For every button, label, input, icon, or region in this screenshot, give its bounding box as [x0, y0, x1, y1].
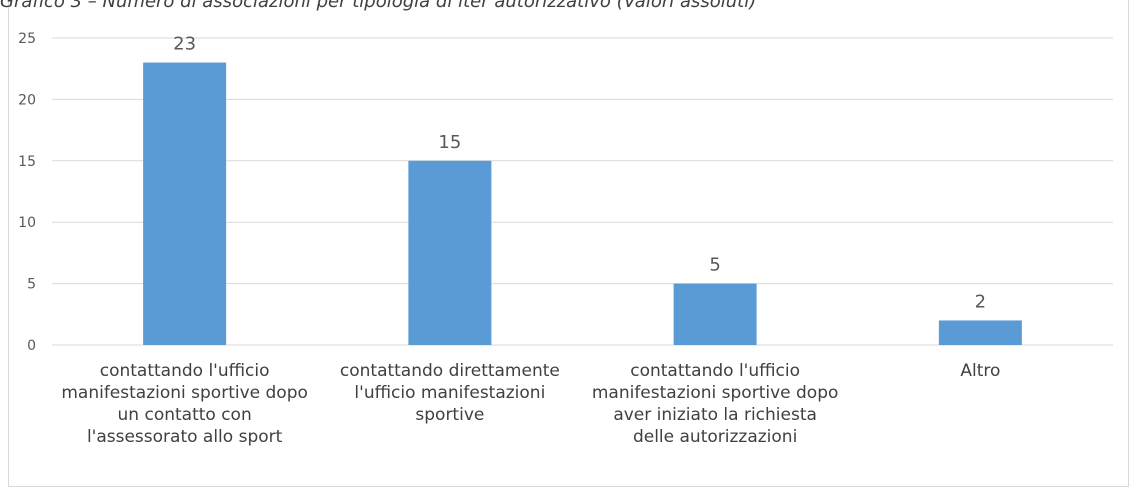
- bar: [143, 62, 227, 346]
- y-tick-label: 0: [27, 338, 36, 354]
- y-tick-label: 20: [18, 92, 36, 108]
- x-tick-label: contattando direttamente l'ufficio manif…: [339, 361, 560, 425]
- x-tick-label: contattando l'ufficio manifestazioni spo…: [591, 361, 839, 447]
- x-tick-label: Altro: [960, 361, 1001, 381]
- bar: [673, 283, 757, 345]
- y-tick-label: 5: [27, 277, 36, 293]
- chart-title: Grafico 3 – Numero di associazioni per t…: [0, 0, 757, 12]
- x-tick-label: contattando l'ufficio manifestazioni spo…: [61, 361, 308, 447]
- y-tick-label: 25: [18, 31, 36, 47]
- value-label: 5: [709, 255, 720, 276]
- chart-frame: [8, 0, 1129, 487]
- value-label: 2: [975, 291, 986, 312]
- y-tick-label: 10: [18, 215, 36, 231]
- value-label: 15: [438, 132, 461, 153]
- value-label: 23: [173, 34, 196, 55]
- bar: [408, 160, 492, 345]
- bar: [938, 320, 1022, 345]
- y-tick-label: 15: [18, 154, 36, 170]
